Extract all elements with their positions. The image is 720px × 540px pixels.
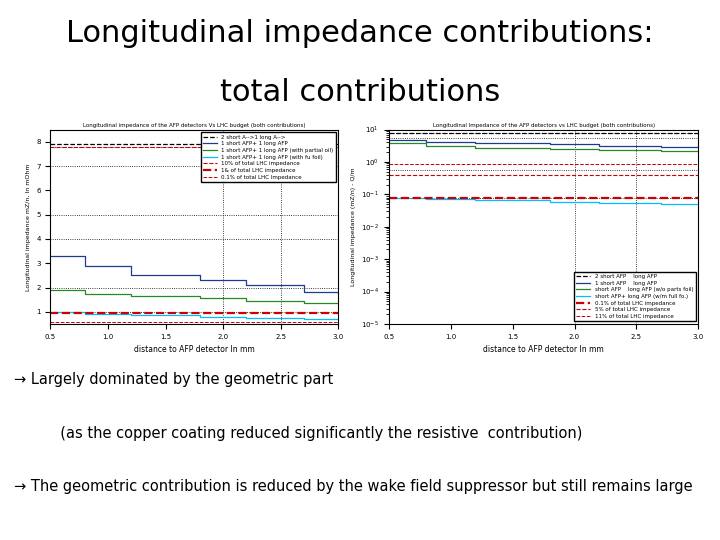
1 short AFP    long AFP	[471, 140, 480, 146]
Text: Longitudinal impedance contributions:: Longitudinal impedance contributions:	[66, 19, 654, 48]
1 short AFP+ 1 long AFP	[300, 282, 308, 288]
short AFP    long AFP (w/o parts foil)	[471, 143, 480, 149]
1 short AFP+ 1 long AFP (with fu foil)	[127, 312, 135, 319]
1 short AFP+ 1 long AFP	[242, 282, 251, 288]
1 short AFP    long AFP	[694, 143, 703, 150]
short AFP    long AFP (w/o parts foil)	[546, 144, 554, 151]
short AFP+ long AFP (w/m full fo.)	[595, 200, 603, 206]
1 short AFP+ 1 long AFP (with fu foil)	[300, 315, 308, 321]
1 short AFP+ 1 long AFP	[300, 289, 308, 296]
1 short AFP+ 1 long AFP (with fu foil)	[300, 315, 308, 322]
1 short AFP+ 1 long AFP (with partial oil)	[81, 291, 89, 297]
short AFP+ long AFP (w/m full fo.)	[657, 200, 665, 206]
1 short AFP+ 1 long AFP (with partial oil)	[300, 298, 308, 304]
1 short AFP+ 1 long AFP	[196, 277, 204, 284]
short AFP+ long AFP (w/m full fo.)	[422, 194, 431, 201]
1 short AFP+ 1 long AFP (with fu foil)	[196, 313, 204, 320]
1 short AFP    long AFP	[657, 143, 665, 150]
1 short AFP+ 1 long AFP (with partial oil)	[196, 295, 204, 302]
Text: (as the copper coating reduced significantly the resistive  contribution): (as the copper coating reduced significa…	[14, 426, 582, 441]
1 short AFP    long AFP	[595, 141, 603, 147]
Line: short AFP    long AFP (w/o parts foil): short AFP long AFP (w/o parts foil)	[389, 143, 698, 151]
Title: Longitudinal Impedance of the AFP detectors vs LHC budget (both contributions): Longitudinal Impedance of the AFP detect…	[433, 123, 654, 128]
short AFP    long AFP (w/o parts foil)	[657, 147, 665, 154]
short AFP    long AFP (w/o parts foil)	[422, 140, 431, 146]
1 short AFP+ 1 long AFP (with partial oil)	[242, 298, 251, 304]
X-axis label: distance to AFP detector In mm: distance to AFP detector In mm	[134, 345, 255, 354]
1 short AFP+ 1 long AFP (with fu foil)	[242, 315, 251, 321]
short AFP    long AFP (w/o parts foil)	[657, 147, 665, 153]
short AFP+ long AFP (w/m full fo.)	[546, 198, 554, 205]
1 short AFP+ 1 long AFP (with fu foil)	[81, 311, 89, 318]
1 short AFP    long AFP	[384, 137, 393, 143]
short AFP+ long AFP (w/m full fo.)	[471, 197, 480, 204]
short AFP    long AFP (w/o parts foil)	[595, 146, 603, 152]
short AFP    long AFP (w/o parts foil)	[422, 143, 431, 149]
short AFP    long AFP (w/o parts foil)	[471, 144, 480, 151]
short AFP+ long AFP (w/m full fo.)	[384, 194, 393, 201]
Text: total contributions: total contributions	[220, 78, 500, 107]
1 short AFP+ 1 long AFP	[81, 262, 89, 269]
1 short AFP    long AFP	[422, 139, 431, 145]
1 short AFP+ 1 long AFP (with partial oil)	[196, 293, 204, 299]
1 short AFP+ 1 long AFP (with fu foil)	[81, 309, 89, 315]
1 short AFP    long AFP	[546, 141, 554, 147]
short AFP    long AFP (w/o parts foil)	[694, 147, 703, 154]
1 short AFP+ 1 long AFP (with partial oil)	[127, 293, 135, 299]
1 short AFP+ 1 long AFP (with fu foil)	[242, 313, 251, 320]
Legend: 2 short AFP    long AFP, 1 short AFP    long AFP, short AFP    long AFP (w/o par: 2 short AFP long AFP, 1 short AFP long A…	[575, 272, 696, 321]
short AFP+ long AFP (w/m full fo.)	[595, 198, 603, 205]
1 short AFP+ 1 long AFP	[334, 289, 343, 296]
Line: short AFP+ long AFP (w/m full fo.): short AFP+ long AFP (w/m full fo.)	[389, 198, 698, 204]
1 short AFP    long AFP	[422, 137, 431, 143]
X-axis label: distance to AFP detector In mm: distance to AFP detector In mm	[483, 345, 604, 354]
1 short AFP+ 1 long AFP	[127, 262, 135, 269]
1 short AFP+ 1 long AFP (with partial oil)	[81, 287, 89, 293]
1 short AFP+ 1 long AFP (with partial oil)	[127, 291, 135, 297]
1 short AFP+ 1 long AFP (with fu foil)	[196, 312, 204, 319]
Line: 1 short AFP    long AFP: 1 short AFP long AFP	[389, 140, 698, 146]
Line: 1 short AFP+ 1 long AFP (with fu foil): 1 short AFP+ 1 long AFP (with fu foil)	[50, 312, 338, 319]
1 short AFP+ 1 long AFP	[81, 253, 89, 259]
Line: 1 short AFP+ 1 long AFP (with partial oil): 1 short AFP+ 1 long AFP (with partial oi…	[50, 290, 338, 303]
short AFP    long AFP (w/o parts foil)	[384, 140, 393, 146]
1 short AFP+ 1 long AFP	[242, 277, 251, 284]
1 short AFP+ 1 long AFP	[196, 272, 204, 279]
1 short AFP+ 1 long AFP (with fu foil)	[334, 315, 343, 322]
Y-axis label: Longitudinal impedance (mZ/n) - Q/m: Longitudinal impedance (mZ/n) - Q/m	[351, 167, 356, 286]
1 short AFP    long AFP	[471, 139, 480, 145]
1 short AFP    long AFP	[546, 140, 554, 146]
short AFP+ long AFP (w/m full fo.)	[546, 197, 554, 204]
short AFP+ long AFP (w/m full fo.)	[422, 196, 431, 202]
Y-axis label: Longitudinal impedance mZ/n, In mOhm: Longitudinal impedance mZ/n, In mOhm	[26, 163, 31, 291]
short AFP+ long AFP (w/m full fo.)	[657, 201, 665, 207]
1 short AFP    long AFP	[657, 143, 665, 149]
Text: → Largely dominated by the geometric part: → Largely dominated by the geometric par…	[14, 373, 333, 387]
short AFP+ long AFP (w/m full fo.)	[471, 196, 480, 202]
1 short AFP+ 1 long AFP (with partial oil)	[242, 295, 251, 302]
Line: 1 short AFP+ 1 long AFP: 1 short AFP+ 1 long AFP	[50, 256, 338, 293]
short AFP    long AFP (w/o parts foil)	[546, 146, 554, 152]
1 short AFP+ 1 long AFP (with fu foil)	[127, 311, 135, 318]
Text: → The geometric contribution is reduced by the wake field suppressor but still r: → The geometric contribution is reduced …	[14, 479, 693, 494]
1 short AFP+ 1 long AFP (with fu foil)	[46, 309, 55, 315]
short AFP    long AFP (w/o parts foil)	[595, 147, 603, 153]
1 short AFP+ 1 long AFP (with partial oil)	[46, 287, 55, 293]
Legend: 2 short A-->1 long A-->, 1 short AFP+ 1 long AFP, 1 short AFP+ 1 long AFP (with : 2 short A-->1 long A-->, 1 short AFP+ 1 …	[201, 132, 336, 182]
Title: Longitudinal impedance of the AFP detectors Vs LHC budget (both contributions): Longitudinal impedance of the AFP detect…	[83, 123, 306, 128]
1 short AFP+ 1 long AFP	[46, 253, 55, 259]
1 short AFP    long AFP	[595, 143, 603, 149]
short AFP+ long AFP (w/m full fo.)	[694, 201, 703, 207]
1 short AFP+ 1 long AFP (with partial oil)	[334, 300, 343, 307]
1 short AFP+ 1 long AFP (with partial oil)	[300, 300, 308, 307]
1 short AFP+ 1 long AFP	[127, 272, 135, 279]
